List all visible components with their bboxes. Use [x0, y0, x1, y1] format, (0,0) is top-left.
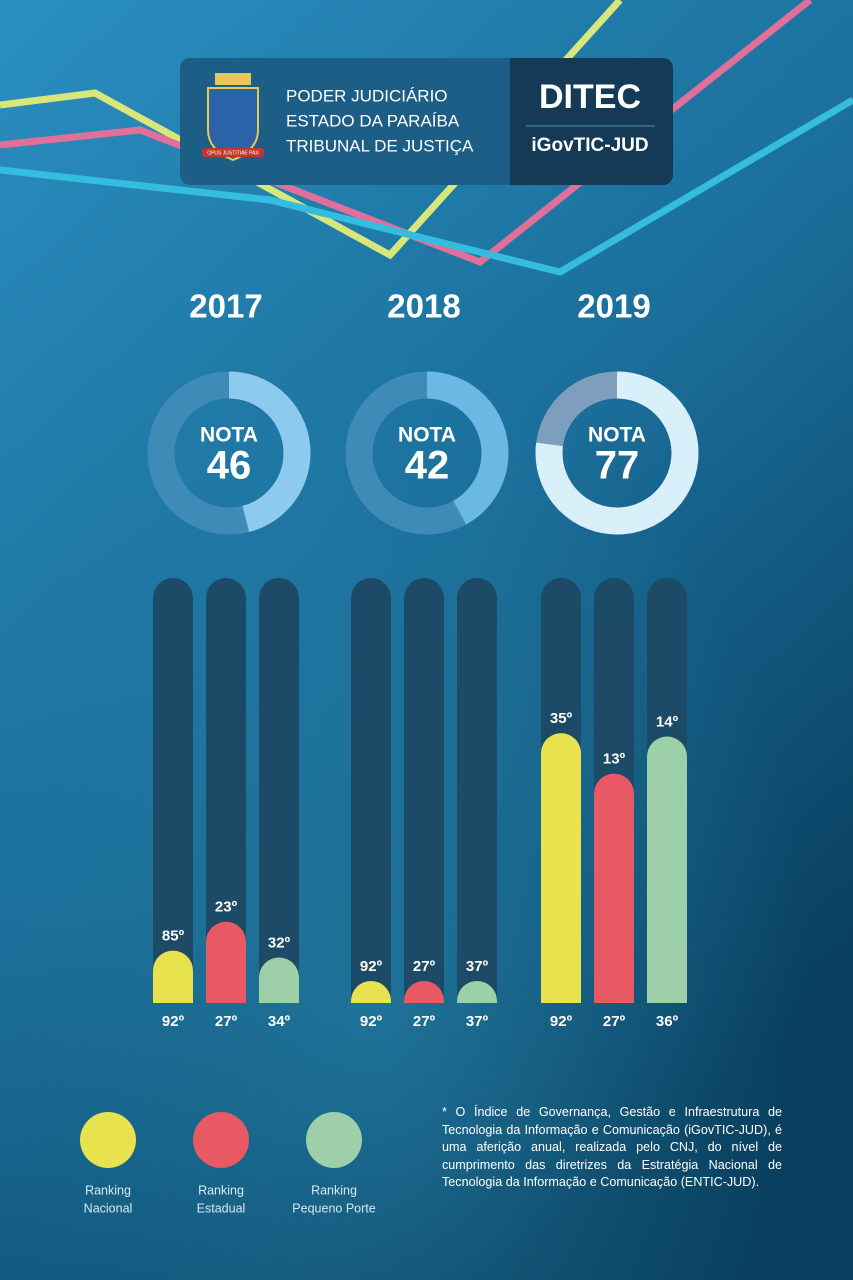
- rank-label: 27º: [413, 958, 436, 975]
- header-line: TRIBUNAL DE JUSTIÇA: [286, 136, 474, 155]
- year: 2018: [387, 288, 460, 325]
- total-label: 37º: [466, 1013, 489, 1030]
- rank-label: 92º: [360, 958, 383, 975]
- nota-label: NOTA: [588, 424, 646, 447]
- index-name: iGovTIC-JUD: [531, 135, 648, 156]
- total-label: 92º: [162, 1013, 185, 1030]
- legend-swatch: [193, 1112, 249, 1168]
- legend-label: Estadual: [197, 1201, 246, 1215]
- nota-value: 42: [405, 444, 450, 488]
- bar-fill: [647, 736, 687, 1003]
- nota-label: NOTA: [200, 424, 258, 447]
- legend-label: Nacional: [84, 1201, 133, 1215]
- rank-label: 35º: [550, 710, 573, 727]
- bar-track: [351, 578, 391, 1003]
- bar-track: [457, 578, 497, 1003]
- bar-fill: [153, 950, 193, 1003]
- rank-label: 13º: [603, 751, 626, 768]
- nota-value: 46: [207, 444, 252, 488]
- legend-swatch: [80, 1112, 136, 1168]
- rank-label: 23º: [215, 899, 238, 916]
- bar-fill: [259, 957, 299, 1003]
- year: 2017: [189, 288, 262, 325]
- bar-fill: [594, 773, 634, 1003]
- logo-motto: OPUS JUSTITIAE PAX: [207, 150, 259, 156]
- nota-label: NOTA: [398, 424, 456, 447]
- total-label: 92º: [550, 1013, 573, 1030]
- total-label: 34º: [268, 1013, 291, 1030]
- rank-label: 14º: [656, 714, 679, 731]
- bar-track: [206, 578, 246, 1003]
- legend-label: Pequeno Porte: [292, 1201, 375, 1215]
- logo-shield: [207, 87, 259, 162]
- header-line: PODER JUDICIÁRIO: [286, 86, 448, 105]
- bar-track: [259, 578, 299, 1003]
- legend-label: Ranking: [85, 1183, 131, 1197]
- nota-value: 77: [595, 444, 640, 488]
- total-label: 92º: [360, 1013, 383, 1030]
- donut-arc: [345, 371, 509, 535]
- bar-fill: [351, 981, 391, 1003]
- total-label: 36º: [656, 1013, 679, 1030]
- rank-label: 32º: [268, 934, 291, 951]
- legend-label: Ranking: [198, 1183, 244, 1197]
- bar-fill: [541, 733, 581, 1003]
- footnote: * O Índice de Governança, Gestão e Infra…: [442, 1105, 782, 1189]
- logo-crown: [215, 73, 251, 85]
- bar-track: [404, 578, 444, 1003]
- header-brand-box: [510, 58, 673, 185]
- donut-arc: [147, 371, 311, 535]
- bar-fill: [404, 981, 444, 1003]
- bar-fill: [457, 981, 497, 1003]
- deco-line: [0, 96, 853, 276]
- bar-fill: [206, 921, 246, 1003]
- total-label: 27º: [603, 1013, 626, 1030]
- rank-label: 85º: [162, 928, 185, 945]
- total-label: 27º: [413, 1013, 436, 1030]
- legend-label: Ranking: [311, 1183, 357, 1197]
- legend-swatch: [306, 1112, 362, 1168]
- brand: DITEC: [539, 78, 641, 116]
- bar-track: [153, 578, 193, 1003]
- total-label: 27º: [215, 1013, 238, 1030]
- header-line: ESTADO DA PARAÍBA: [286, 111, 460, 130]
- logo-ribbon: [202, 148, 264, 157]
- rank-label: 37º: [466, 958, 489, 975]
- year: 2019: [577, 288, 650, 325]
- donut-arc: [535, 371, 699, 535]
